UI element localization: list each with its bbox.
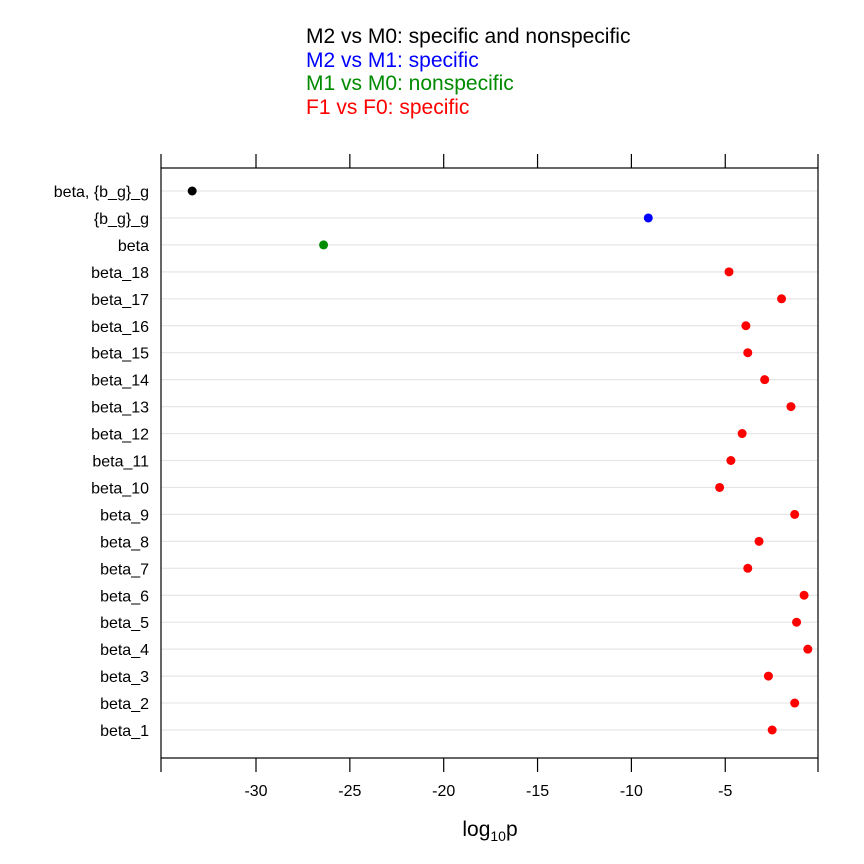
category-label: beta_9 (100, 507, 149, 524)
category-label: beta_7 (100, 561, 149, 578)
data-point (754, 536, 764, 546)
legend-entry: M2 vs M1: specific (306, 48, 479, 72)
data-point (767, 725, 777, 735)
category-label: beta_8 (100, 534, 149, 551)
data-point (643, 213, 653, 223)
category-label: beta_2 (100, 696, 149, 713)
data-point (737, 429, 747, 439)
data-points (187, 186, 813, 735)
axis-ticks: -30 -25 -20 -15 -10 -5 (160, 154, 819, 800)
x-axis-label: log10p (462, 818, 517, 844)
category-label: beta_14 (91, 373, 149, 390)
legend: M2 vs M0: specific and nonspecific M2 vs… (306, 25, 630, 119)
x-tick-label: -15 (526, 783, 549, 800)
data-point (715, 482, 725, 492)
data-point (799, 590, 809, 600)
data-point (790, 509, 800, 519)
data-point (743, 348, 753, 358)
category-label: beta_17 (91, 292, 149, 309)
data-point (741, 321, 751, 331)
data-point (777, 294, 787, 304)
data-point (763, 671, 773, 681)
data-point (760, 375, 770, 385)
category-label: beta_18 (91, 265, 149, 282)
category-label: beta_16 (91, 319, 149, 336)
data-point (792, 617, 802, 627)
data-point (187, 186, 197, 196)
x-tick-label: -30 (244, 783, 267, 800)
grid-lines (161, 190, 818, 731)
data-point (790, 698, 800, 708)
category-label: beta (118, 238, 149, 255)
legend-entry: M1 vs M0: nonspecific (306, 72, 514, 95)
category-label: beta_10 (91, 480, 149, 497)
category-label: beta_15 (91, 346, 149, 363)
category-label: beta_5 (100, 615, 149, 632)
data-point (726, 456, 736, 465)
category-label: beta_12 (91, 427, 149, 444)
category-label: beta_4 (100, 642, 149, 659)
data-point (803, 644, 813, 654)
data-point (743, 563, 753, 573)
category-label: {b_g}_g (94, 211, 149, 228)
x-tick-label: -20 (432, 783, 455, 800)
category-label: beta_3 (100, 669, 149, 686)
x-tick-label: -10 (620, 783, 643, 800)
category-label: beta_13 (91, 400, 149, 417)
x-tick-label: -5 (718, 783, 732, 800)
category-label: beta_1 (100, 723, 149, 740)
legend-entry: M2 vs M0: specific and nonspecific (306, 25, 631, 48)
category-label: beta_11 (92, 454, 149, 471)
x-tick-label: -25 (338, 783, 361, 800)
legend-entry: F1 vs F0: specific (306, 95, 470, 119)
plot-frame (160, 167, 819, 759)
category-label: beta_6 (100, 588, 149, 605)
data-point (724, 267, 734, 277)
data-point (319, 240, 329, 250)
category-label: beta, {b_g}_g (54, 184, 149, 201)
data-point (786, 402, 796, 412)
